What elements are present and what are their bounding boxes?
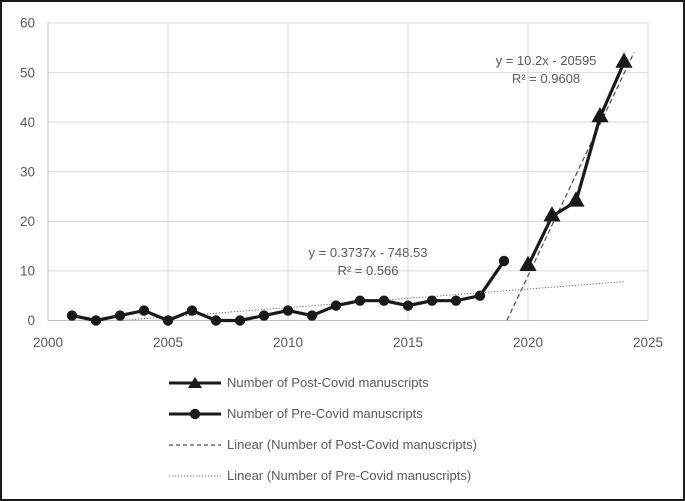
line-triangle-icon <box>169 376 221 388</box>
legend-label-pre-covid-trendline: Linear (Number of Pre-Covid manuscripts) <box>227 468 472 483</box>
triangle-marker <box>519 255 537 272</box>
y-tick-label: 50 <box>20 65 35 80</box>
r-squared-text: R² = 0.566 <box>337 263 399 278</box>
legend-item-post-covid-trendline: Linear (Number of Post-Covid manuscripts… <box>169 429 477 460</box>
y-tick-label: 20 <box>20 214 35 229</box>
circle-marker <box>450 295 462 306</box>
triangle-marker <box>567 191 585 207</box>
circle-marker <box>234 315 246 326</box>
circle-marker <box>282 305 294 316</box>
legend-item-pre-covid-series: Number of Pre-Covid manuscripts <box>169 398 477 429</box>
y-tick-label: 40 <box>20 115 35 130</box>
r-squared-text: R² = 0.9608 <box>511 71 581 86</box>
post-covid-trendline-annotation: y = 10.2x - 20595 R² = 0.9608 <box>426 52 666 88</box>
equation-text: y = 0.3737x - 748.53 <box>308 245 428 260</box>
x-tick-label: 2025 <box>633 335 663 350</box>
circle-marker <box>306 310 318 321</box>
y-tick-label: 60 <box>20 16 35 31</box>
equation-text: y = 10.2x - 20595 <box>495 53 597 68</box>
dotted-line-icon <box>169 475 221 476</box>
circle-marker <box>138 305 150 316</box>
legend: Number of Post-Covid manuscripts Number … <box>169 367 477 491</box>
circle-marker <box>330 300 342 311</box>
circle-marker <box>66 310 78 321</box>
x-tick-label: 2015 <box>393 335 423 350</box>
x-tick-label: 2010 <box>273 335 303 350</box>
legend-label-post-covid-trendline: Linear (Number of Post-Covid manuscripts… <box>227 437 477 452</box>
circle-marker <box>114 310 126 321</box>
y-tick-label: 10 <box>20 264 35 279</box>
legend-label-post-covid-series: Number of Post-Covid manuscripts <box>227 375 429 390</box>
legend-item-post-covid-series: Number of Post-Covid manuscripts <box>169 367 477 398</box>
pre-covid-trendline-annotation: y = 0.3737x - 748.53 R² = 0.566 <box>248 244 488 280</box>
circle-marker <box>354 295 366 306</box>
circle-marker <box>426 295 438 306</box>
circle-marker <box>402 300 414 311</box>
circle-marker <box>474 290 486 301</box>
circle-marker <box>378 295 390 306</box>
line-circle-icon <box>169 408 221 419</box>
triangle-marker <box>543 206 561 222</box>
triangle-marker <box>591 107 609 123</box>
y-tick-label: 30 <box>20 164 35 179</box>
y-tick-label: 0 <box>27 313 35 328</box>
circle-marker <box>162 315 174 326</box>
circle-marker <box>210 315 222 326</box>
circle-marker <box>258 310 270 321</box>
x-tick-label: 2000 <box>33 335 63 350</box>
legend-label-pre-covid-series: Number of Pre-Covid manuscripts <box>227 406 423 421</box>
circle-marker <box>186 305 198 316</box>
x-tick-label: 2020 <box>513 335 543 350</box>
post-covid-series-line <box>526 61 626 268</box>
x-tick-label: 2005 <box>153 335 183 350</box>
legend-item-pre-covid-trendline: Linear (Number of Pre-Covid manuscripts) <box>169 460 477 491</box>
circle-marker <box>90 315 102 326</box>
post-covid-trendline <box>506 52 635 321</box>
dashed-line-icon <box>169 443 221 446</box>
triangle-marker <box>615 52 633 68</box>
circle-marker <box>498 255 510 267</box>
